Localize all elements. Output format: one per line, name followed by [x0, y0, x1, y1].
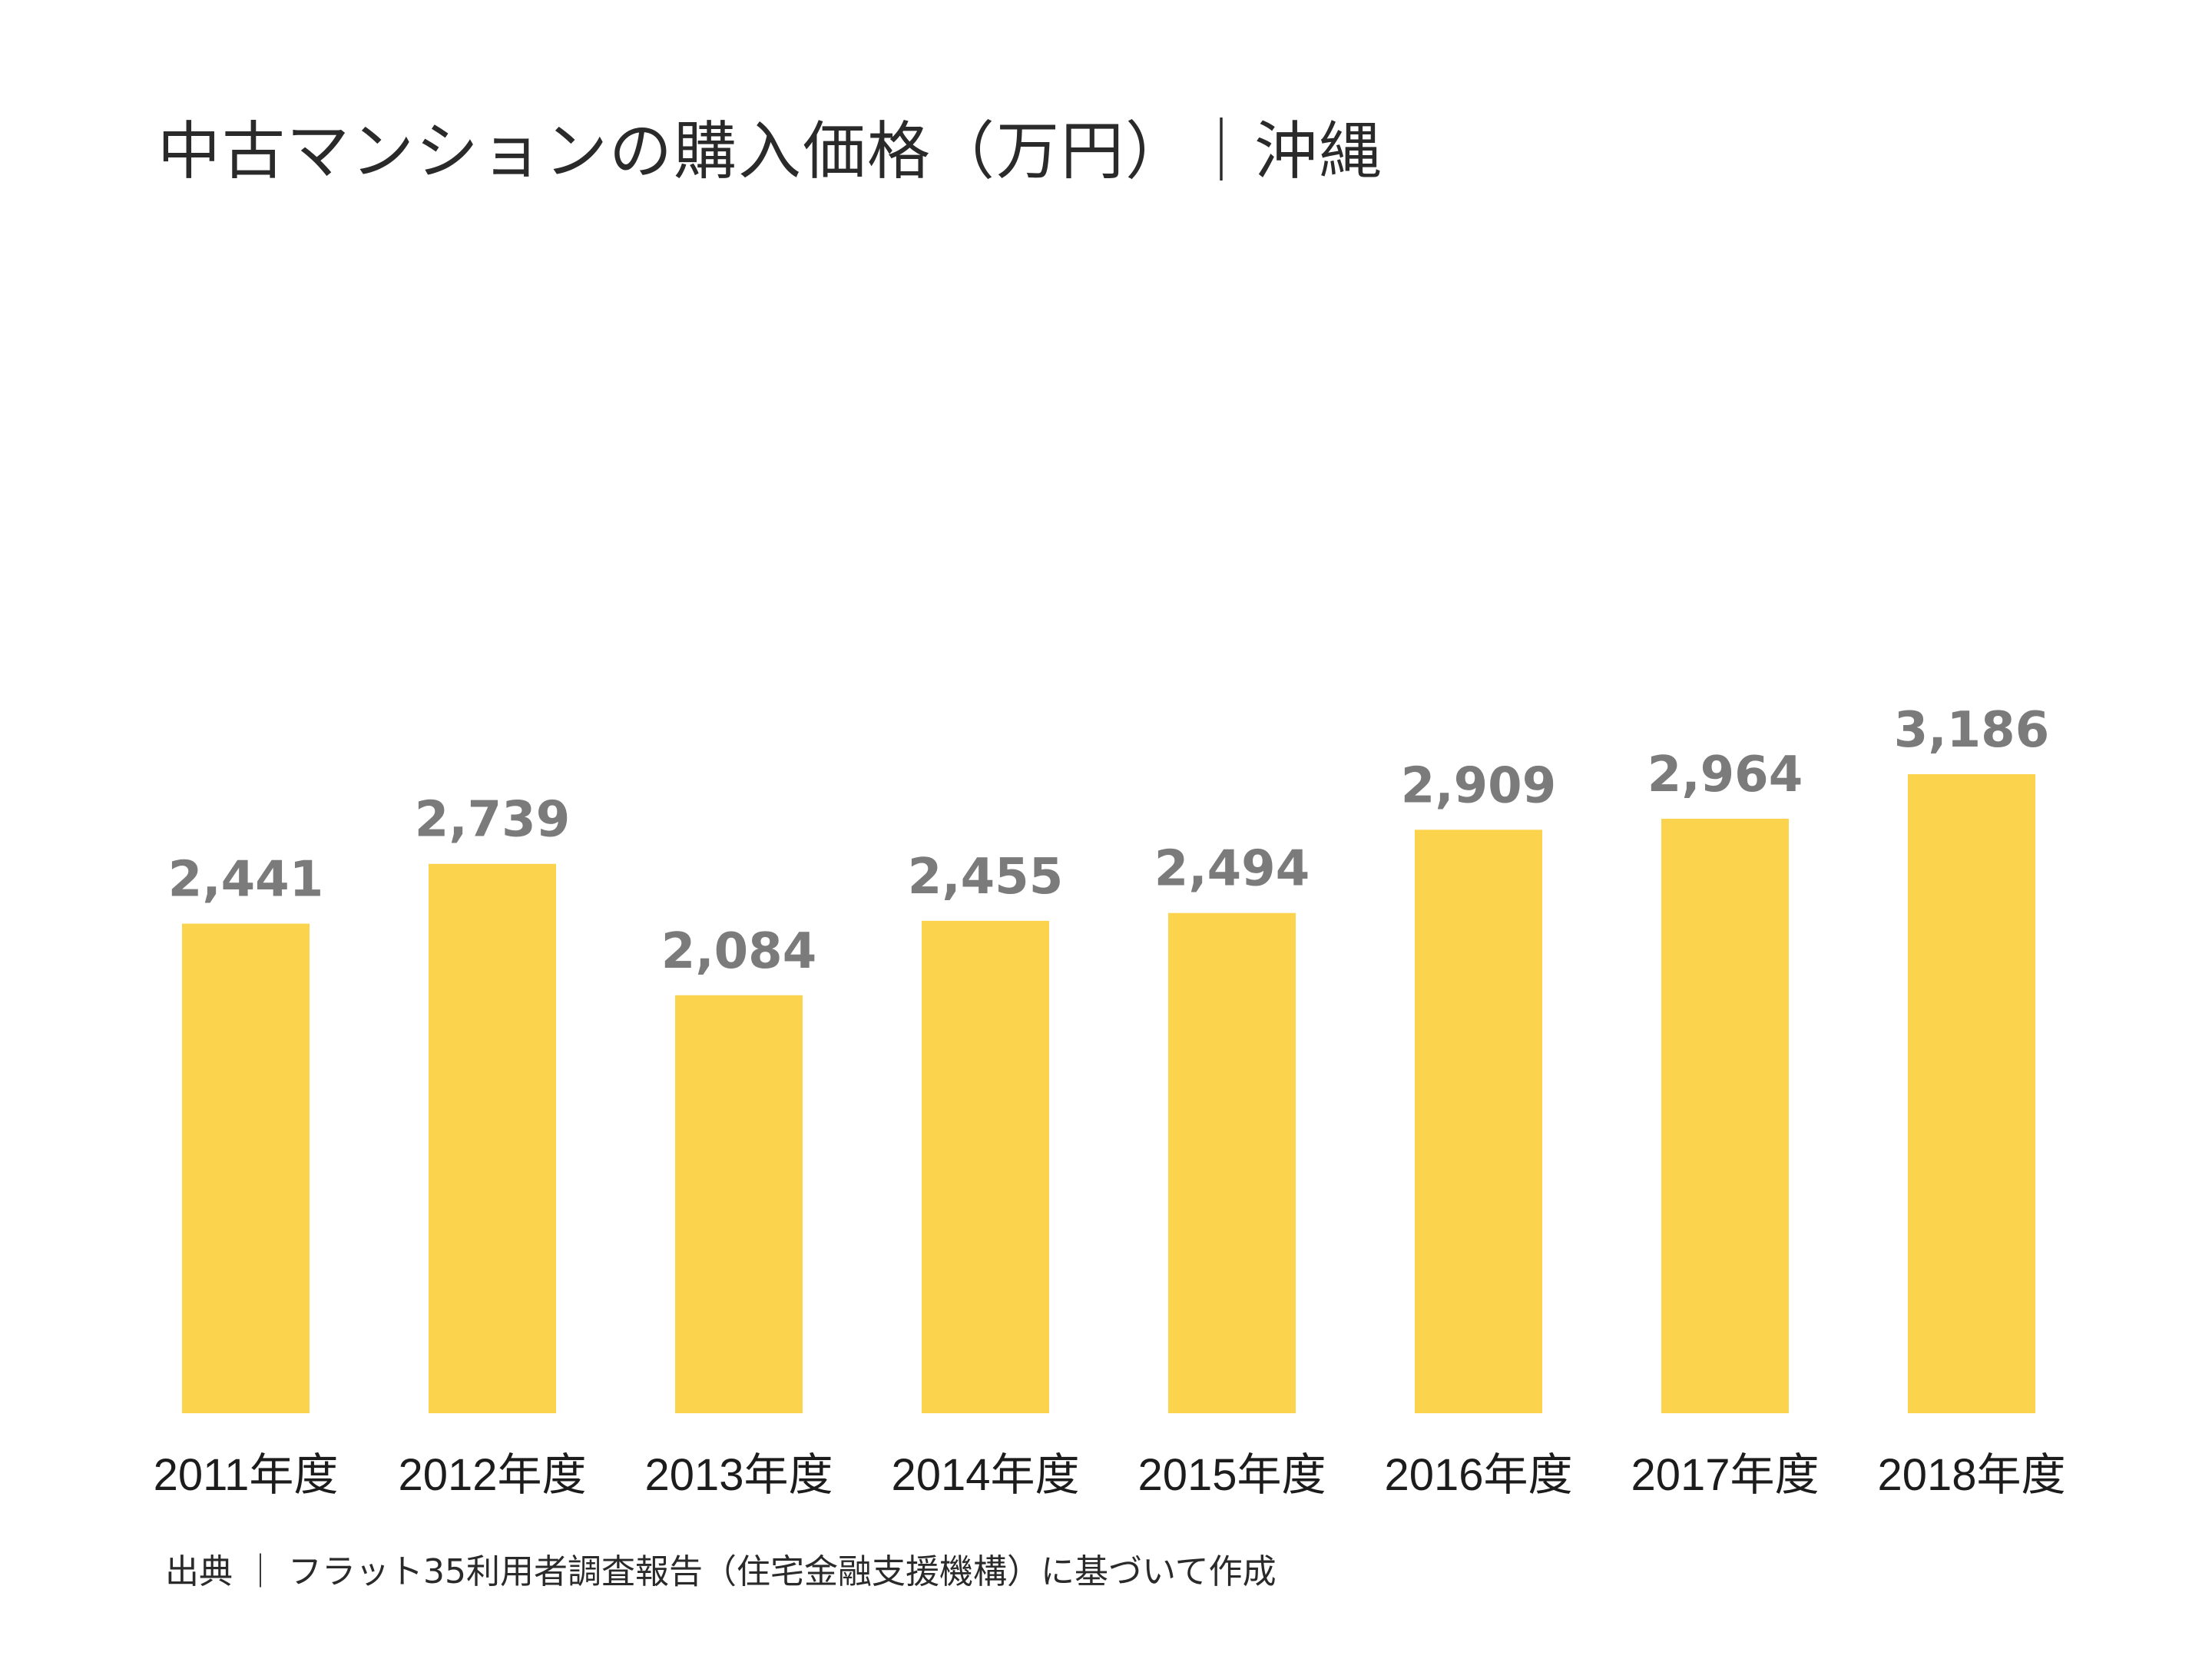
bar-2017年度 [1661, 818, 1789, 1413]
bar-2014年度 [922, 920, 1049, 1413]
bar-2013年度 [675, 995, 803, 1413]
value-label-2016年度: 2,909 [1401, 757, 1556, 814]
x-tick-label: 2015年度 [1137, 1450, 1326, 1500]
value-label-2015年度: 2,494 [1154, 841, 1310, 898]
x-tick-label: 2013年度 [644, 1450, 833, 1500]
bar-2018年度 [1908, 774, 2035, 1413]
x-tick-label: 2011年度 [154, 1450, 339, 1500]
x-tick-label: 2018年度 [1877, 1450, 2065, 1500]
source-note: 出典 ｜ フラット35利用者調査報告（住宅金融支援機構）に基づいて作成 [165, 1552, 1277, 1591]
bar-2011年度 [182, 923, 310, 1413]
value-label-2012年度: 2,739 [415, 792, 570, 849]
value-label-2013年度: 2,084 [661, 923, 816, 980]
value-label-2018年度: 3,186 [1894, 702, 2049, 759]
x-tick-label: 2014年度 [891, 1450, 1079, 1500]
bar-2016年度 [1415, 830, 1542, 1413]
bar-2015年度 [1168, 912, 1296, 1413]
value-label-2014年度: 2,455 [908, 849, 1063, 906]
bar-2012年度 [429, 863, 556, 1413]
x-tick-label: 2012年度 [398, 1450, 586, 1500]
value-label-2011年度: 2,441 [168, 852, 323, 909]
value-label-2017年度: 2,964 [1647, 747, 1803, 803]
x-tick-label: 2016年度 [1384, 1450, 1572, 1500]
x-tick-label: 2017年度 [1631, 1450, 1819, 1500]
chart-title: 中古マンションの購入価格（万円）｜沖縄 [157, 115, 1384, 188]
